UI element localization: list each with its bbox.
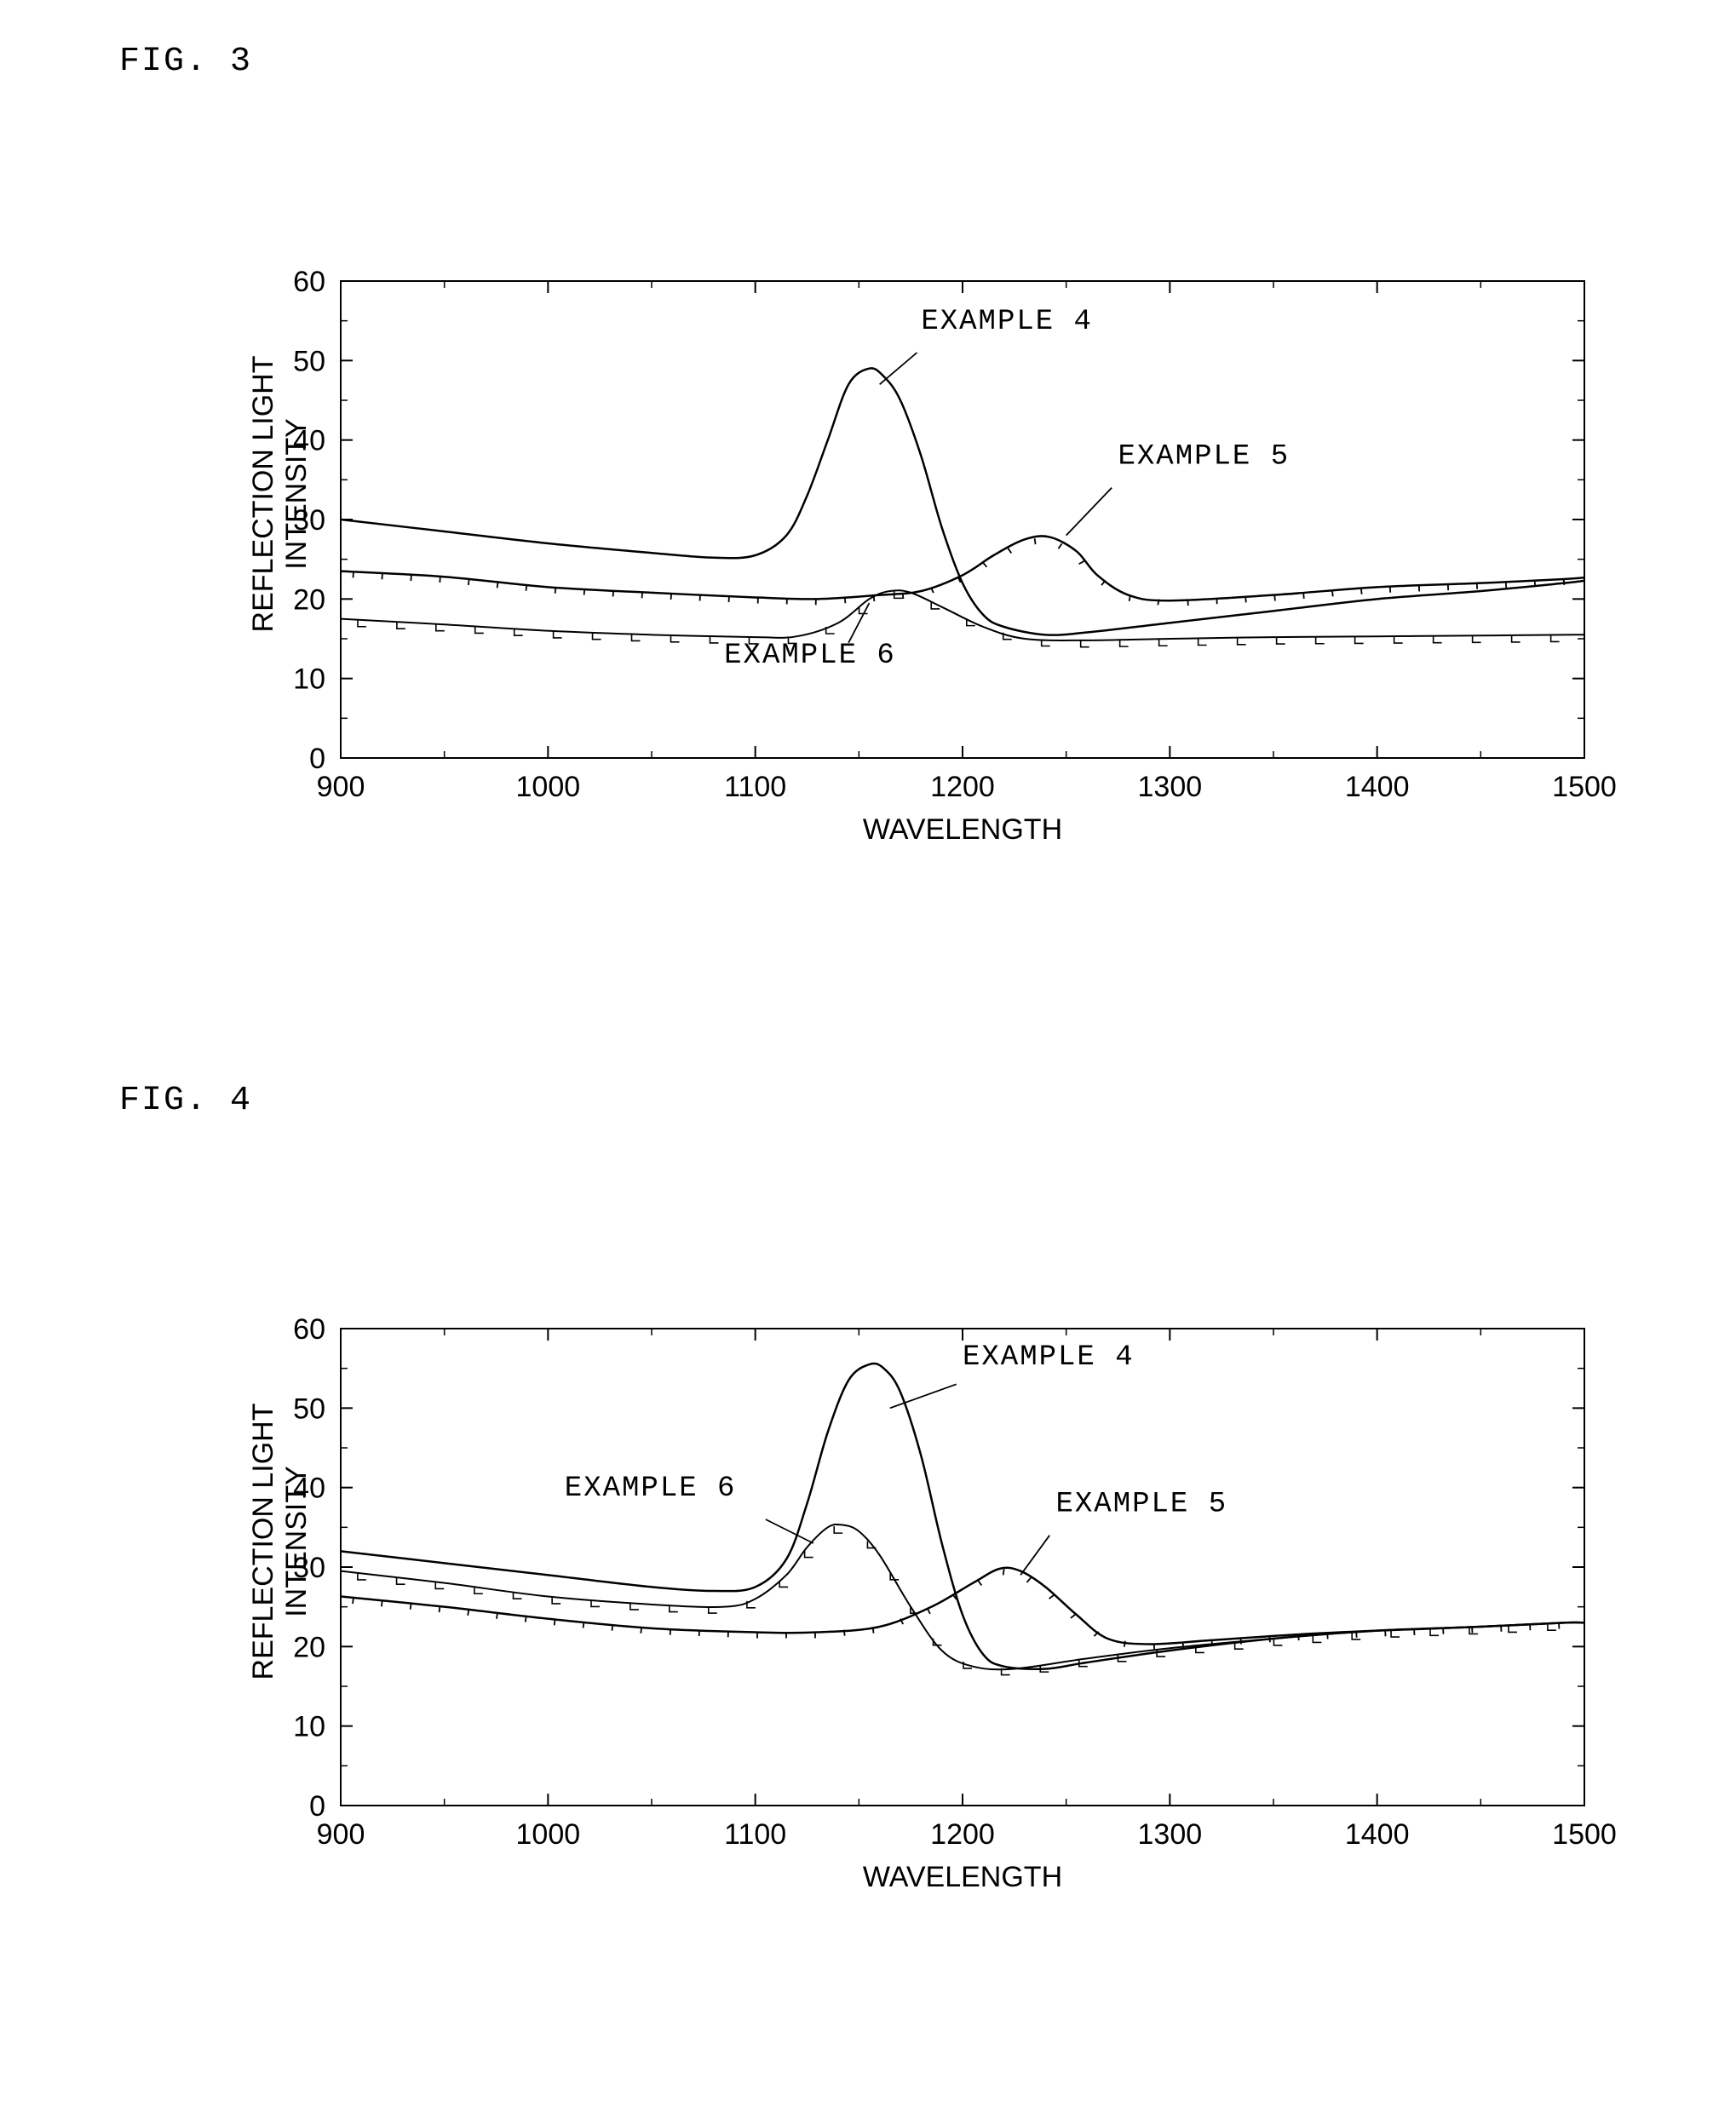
- page: FIG. 3 900100011001200130014001500010203…: [0, 0, 1736, 2113]
- figure-4-ylabel: REFLECTION LIGHT INTENSITY: [247, 1320, 313, 1763]
- svg-text:0: 0: [309, 1790, 325, 1823]
- svg-text:EXAMPLE 4: EXAMPLE 4: [963, 1341, 1135, 1374]
- figure-4-chart: 9001000110012001300140015000102030405060…: [0, 0, 1736, 1916]
- svg-text:1400: 1400: [1345, 1818, 1410, 1851]
- svg-text:1200: 1200: [930, 1818, 995, 1851]
- svg-text:1500: 1500: [1552, 1818, 1617, 1851]
- svg-text:EXAMPLE 5: EXAMPLE 5: [1056, 1489, 1228, 1521]
- svg-text:1000: 1000: [516, 1818, 581, 1851]
- svg-text:900: 900: [317, 1818, 365, 1851]
- svg-text:1100: 1100: [724, 1818, 786, 1851]
- figure-4-xlabel: WAVELENGTH: [341, 1861, 1584, 1894]
- svg-text:EXAMPLE 6: EXAMPLE 6: [565, 1473, 737, 1505]
- svg-text:1300: 1300: [1138, 1818, 1203, 1851]
